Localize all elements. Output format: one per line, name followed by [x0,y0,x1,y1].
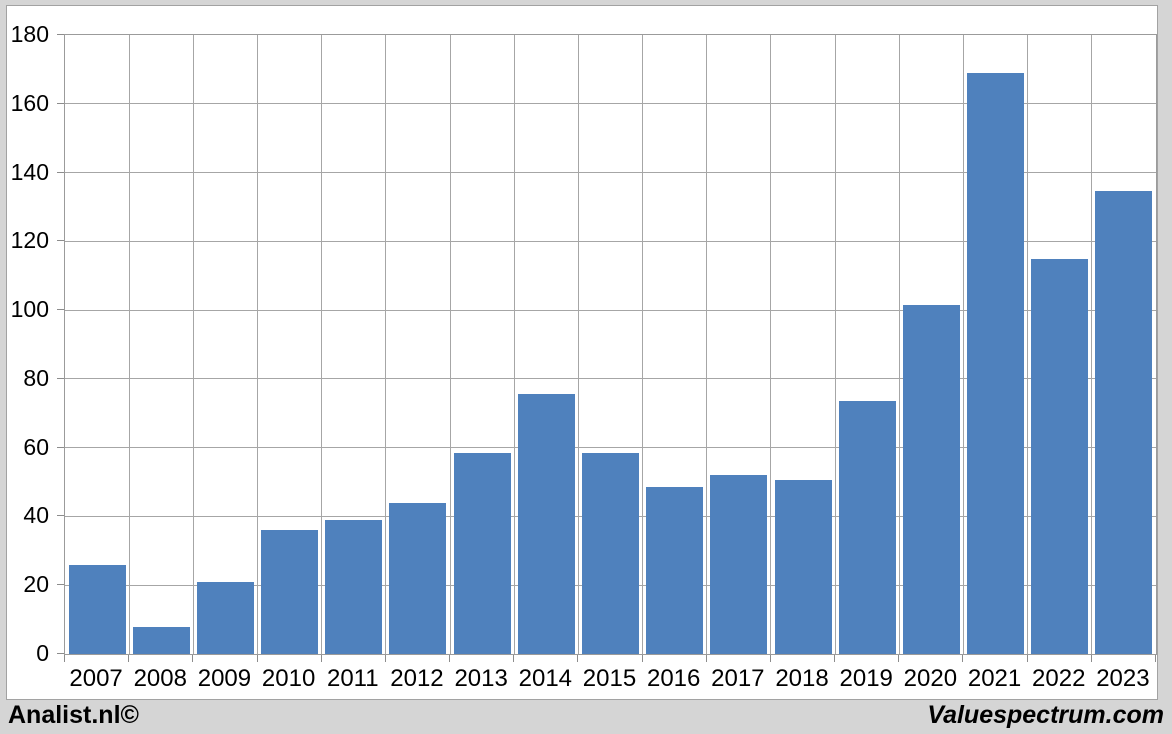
v-gridline [449,35,451,654]
v-gridline [706,35,708,654]
x-axis-label: 2013 [454,665,508,692]
x-axis-label: 2010 [261,665,316,692]
h-gridline [65,378,1156,380]
x-axis-tick [1090,655,1092,662]
x-axis-label: 2012 [390,665,444,692]
x-axis-tick [1026,655,1028,662]
h-gridline [65,309,1156,311]
v-gridline [128,35,130,654]
y-axis-label: 120 [10,227,49,254]
bar-2014 [517,394,575,654]
v-gridline [385,35,387,654]
x-axis-label: 2022 [1032,665,1086,692]
y-axis-tick [57,102,64,104]
v-gridline [898,35,900,654]
x-axis-tick [962,655,964,662]
y-axis-tick [57,34,64,35]
y-axis-label: 40 [23,502,49,529]
bar-2008 [132,626,190,654]
v-gridline [770,35,772,654]
x-axis-label: 2023 [1096,665,1150,692]
x-axis-tick [1155,655,1156,662]
x-axis-tick [256,655,258,662]
h-gridline [65,172,1156,174]
x-axis-label: 2009 [197,665,252,692]
x-axis-tick [192,655,194,662]
v-gridline [192,35,194,654]
y-axis-tick [57,515,64,517]
v-gridline [577,35,579,654]
y-axis-tick [57,377,64,379]
h-gridline [65,103,1156,105]
x-axis-label: 2017 [711,665,765,692]
branding-analist: Analist.nl© [8,701,139,729]
bar-2020 [902,304,960,654]
y-axis-tick [57,653,64,654]
y-axis-label: 60 [23,433,49,460]
branding-valuespectrum: Valuespectrum.com [927,701,1164,729]
x-axis-tick [128,655,130,662]
bar-2021 [967,72,1025,654]
x-axis-tick [320,655,322,662]
x-axis-label: 2016 [646,665,701,692]
y-axis-tick [57,309,64,311]
x-axis-tick [513,655,515,662]
bar-2010 [261,530,319,654]
x-axis-label: 2021 [967,665,1022,692]
y-axis-tick [57,584,64,586]
y-axis-label: 0 [36,640,49,666]
bar-2009 [196,581,254,654]
x-axis-tick [769,655,771,662]
x-axis-tick [384,655,386,662]
bar-2013 [453,452,511,654]
x-axis-tick [641,655,643,662]
y-axis-tick [57,240,64,242]
y-axis-label: 20 [23,571,49,598]
x-axis-label: 2007 [69,665,123,692]
y-axis-label: 180 [10,21,49,47]
v-gridline [642,35,644,654]
v-gridline [257,35,259,654]
v-gridline [513,35,515,654]
x-axis-label: 2014 [518,665,573,692]
v-gridline [1091,35,1093,654]
bar-2011 [325,519,383,654]
x-axis-label: 2020 [903,665,958,692]
x-axis-label: 2011 [326,665,379,692]
x-axis-tick [577,655,579,662]
bar-2019 [838,401,896,654]
x-axis-tick [64,655,65,662]
bar-2017 [710,475,768,654]
v-gridline [1027,35,1029,654]
bar-2007 [68,564,126,654]
v-gridline [321,35,323,654]
x-axis-label: 2008 [133,665,187,692]
bar-2018 [774,480,832,654]
y-axis-label: 80 [23,364,49,391]
plot-area [64,34,1157,655]
y-axis-label: 160 [10,89,49,116]
bar-2022 [1031,258,1089,654]
y-axis-label: 100 [10,296,49,323]
x-axis-tick [834,655,836,662]
x-axis-label: 2018 [775,665,829,692]
h-gridline [65,447,1156,449]
y-axis-tick [57,446,64,448]
h-gridline [65,240,1156,242]
bar-2012 [389,502,447,654]
bar-2016 [646,487,704,654]
x-axis-label: 2019 [839,665,893,692]
x-axis-label: 2015 [582,665,637,692]
x-axis-tick [898,655,900,662]
v-gridline [962,35,964,654]
y-axis-tick [57,171,64,173]
bar-2023 [1095,191,1153,654]
x-axis-tick [705,655,707,662]
v-gridline [834,35,836,654]
x-axis-tick [449,655,451,662]
bar-2015 [582,452,639,654]
chart-panel: 0 20 40 60 80 100 120 140 160 180 2007 2008 2009 201… [6,5,1158,700]
y-axis-label: 140 [10,158,49,185]
